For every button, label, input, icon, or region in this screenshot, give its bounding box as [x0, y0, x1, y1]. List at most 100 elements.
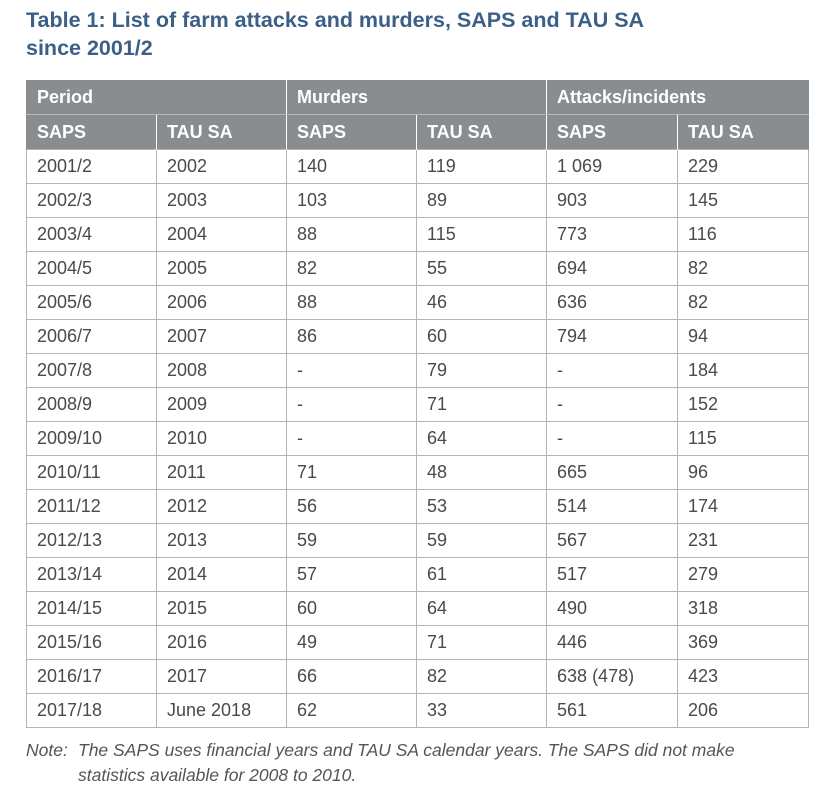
cell-attacks-saps: -	[546, 421, 679, 456]
table-row: 2013/14 2014 57 61 517 279	[26, 557, 810, 592]
cell-murders-tausa: 48	[416, 455, 548, 490]
table-title-line2: since 2001/2	[26, 36, 153, 60]
cell-murders-saps: 66	[286, 659, 418, 694]
cell-period-saps: 2002/3	[26, 183, 157, 218]
cell-murders-tausa: 60	[416, 319, 548, 354]
table-row: 2011/12 2012 56 53 514 174	[26, 489, 810, 524]
cell-attacks-tausa: 145	[677, 183, 810, 218]
cell-murders-saps: 59	[286, 523, 418, 558]
cell-murders-tausa: 71	[416, 387, 548, 422]
cell-murders-saps: -	[286, 387, 418, 422]
cell-attacks-tausa: 152	[677, 387, 810, 422]
cell-period-tausa: 2008	[155, 353, 288, 388]
cell-attacks-tausa: 279	[677, 557, 810, 592]
cell-murders-tausa: 53	[416, 489, 548, 524]
subheader-murders-saps: SAPS	[286, 114, 418, 150]
cell-attacks-tausa: 82	[677, 251, 810, 286]
cell-period-saps: 2014/15	[26, 591, 157, 626]
cell-murders-tausa: 115	[416, 217, 548, 252]
cell-attacks-saps: 903	[546, 183, 679, 218]
cell-period-tausa: 2005	[155, 251, 288, 286]
cell-murders-saps: -	[286, 421, 418, 456]
cell-murders-saps: 60	[286, 591, 418, 626]
cell-period-saps: 2003/4	[26, 217, 157, 252]
table-body: 2001/2 2002 140 119 1 069 229 2002/3 2003 103 89 9…	[26, 149, 810, 728]
cell-period-tausa: 2004	[155, 217, 288, 252]
cell-period-tausa: 2010	[155, 421, 288, 456]
cell-murders-saps: 57	[286, 557, 418, 592]
cell-attacks-tausa: 94	[677, 319, 810, 354]
cell-period-tausa: 2006	[155, 285, 288, 320]
cell-attacks-saps: 665	[546, 455, 679, 490]
cell-attacks-tausa: 231	[677, 523, 810, 558]
cell-attacks-saps: 638 (478)	[546, 659, 679, 694]
cell-period-saps: 2009/10	[26, 421, 157, 456]
cell-attacks-tausa: 82	[677, 285, 810, 320]
header-murders: Murders	[286, 80, 548, 115]
cell-attacks-saps: 694	[546, 251, 679, 286]
cell-attacks-tausa: 206	[677, 693, 810, 728]
table-row: 2010/11 2011 71 48 665 96	[26, 455, 810, 490]
table-row: 2008/9 2009-71-152	[26, 387, 810, 422]
cell-murders-saps: 49	[286, 625, 418, 660]
table-row: 2003/4 2004 88 115 773 116	[26, 217, 810, 252]
table-row: 2014/15 2015 60 64 490 318	[26, 591, 810, 626]
table-row: 2004/5 2005 82 55 694 82	[26, 251, 810, 286]
cell-murders-saps: 88	[286, 217, 418, 252]
subheader-attacks-saps: SAPS	[546, 114, 679, 150]
table-row: 2005/6 2006 88 46 636 82	[26, 285, 810, 320]
table-row: 2001/2 2002 140 119 1 069 229	[26, 149, 810, 184]
header-period: Period	[25, 80, 288, 115]
cell-attacks-saps: 773	[546, 217, 679, 252]
cell-attacks-saps: 514	[546, 489, 679, 524]
cell-murders-tausa: 64	[416, 421, 548, 456]
cell-period-saps: 2012/13	[26, 523, 157, 558]
cell-attacks-saps: -	[546, 387, 679, 422]
cell-period-tausa: 2009	[155, 387, 288, 422]
cell-murders-tausa: 46	[416, 285, 548, 320]
cell-murders-tausa: 64	[416, 591, 548, 626]
note-label: Note:	[26, 740, 68, 760]
cell-attacks-tausa: 184	[677, 353, 810, 388]
cell-period-saps: 2016/17	[26, 659, 157, 694]
cell-murders-saps: 71	[286, 455, 418, 490]
cell-period-tausa: 2017	[155, 659, 288, 694]
table-row: 2016/17 2017 66 82 638 (478) 423	[26, 659, 810, 694]
cell-period-saps: 2004/5	[26, 251, 157, 286]
cell-attacks-saps: 490	[546, 591, 679, 626]
cell-period-tausa: 2011	[155, 455, 288, 490]
cell-murders-tausa: 119	[416, 149, 548, 184]
table-row: 2015/16 2016 49 71 446 369	[26, 625, 810, 660]
cell-murders-saps: 88	[286, 285, 418, 320]
table-row: 2002/3 2003 103 89 903 145	[26, 183, 810, 218]
cell-period-saps: 2015/16	[26, 625, 157, 660]
table-row: 2006/7 2007 86 60 794 94	[26, 319, 810, 354]
cell-murders-saps: -	[286, 353, 418, 388]
cell-murders-tausa: 33	[416, 693, 548, 728]
header-attacks-incidents: Attacks/incidents	[546, 80, 810, 115]
cell-attacks-tausa: 96	[677, 455, 810, 490]
cell-murders-tausa: 59	[416, 523, 548, 558]
table-note: Note: The SAPS uses financial years and T…	[26, 738, 816, 788]
subheader-period-saps: SAPS	[26, 114, 157, 150]
cell-murders-saps: 56	[286, 489, 418, 524]
cell-period-saps: 2001/2	[26, 149, 157, 184]
cell-murders-tausa: 79	[416, 353, 548, 388]
cell-period-tausa: June 2018	[155, 693, 288, 728]
cell-attacks-saps: 1 069	[546, 149, 679, 184]
cell-attacks-tausa: 229	[677, 149, 810, 184]
cell-murders-saps: 62	[286, 693, 418, 728]
cell-attacks-tausa: 174	[677, 489, 810, 524]
table-row: 2009/10 2010-64-115	[26, 421, 810, 456]
farm-attacks-table: Period Murders Attacks/incidents SAPS TA…	[25, 80, 810, 728]
cell-murders-tausa: 55	[416, 251, 548, 286]
cell-period-tausa: 2016	[155, 625, 288, 660]
cell-period-saps: 2017/18	[26, 693, 157, 728]
subheader-attacks-tausa: TAU SA	[677, 114, 810, 150]
cell-murders-tausa: 61	[416, 557, 548, 592]
cell-murders-tausa: 82	[416, 659, 548, 694]
cell-period-saps: 2005/6	[26, 285, 157, 320]
cell-attacks-tausa: 423	[677, 659, 810, 694]
cell-attacks-tausa: 115	[677, 421, 810, 456]
table-title: Table 1: List of farm attacks and murder…	[26, 6, 806, 62]
